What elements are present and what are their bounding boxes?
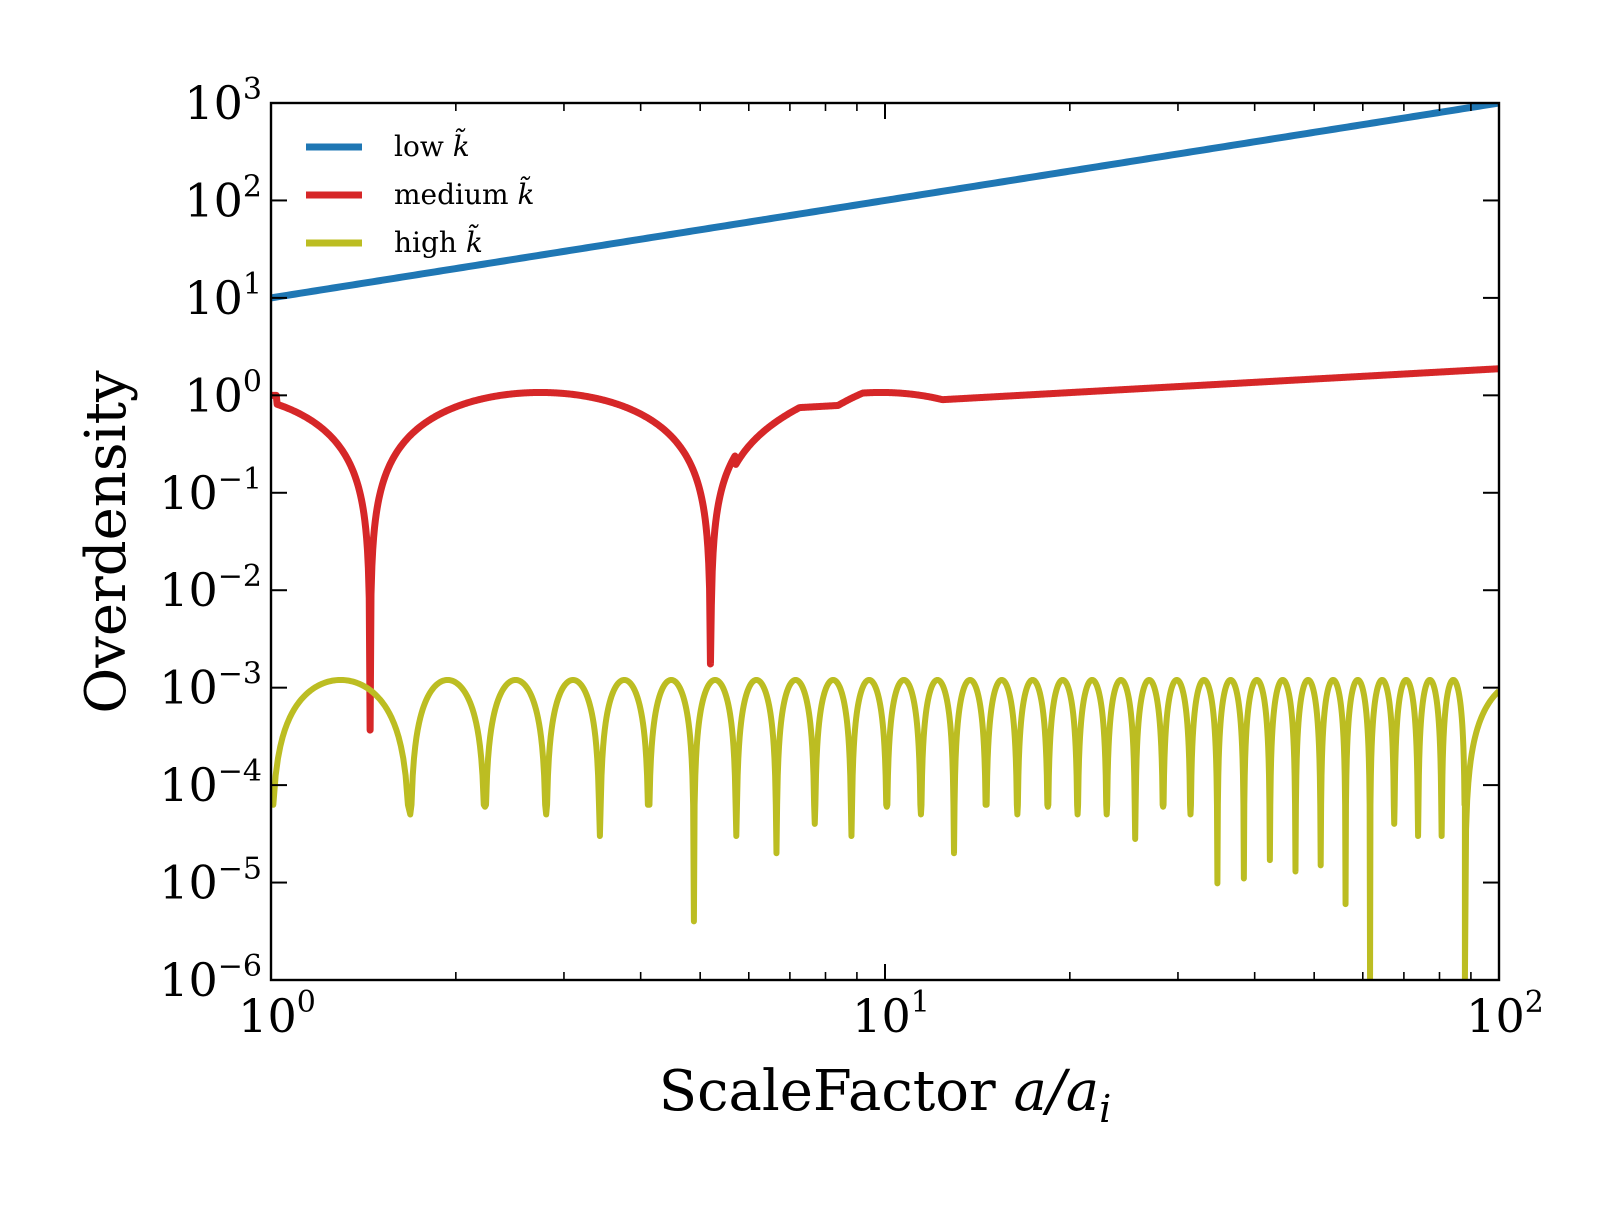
y-axis-label: Overdensity [74,370,139,714]
series-line-low-k [271,103,1499,302]
x-tick-labels: 100 101 102 [238,985,1544,1043]
y-tick-label: 103 [184,72,262,130]
series-line-medium-k [271,365,1499,734]
y-tick-label: 100 [184,364,262,422]
series-line-high-k [271,676,1499,980]
axis-ticks [270,102,1500,981]
y-tick-label: 102 [184,169,262,227]
legend-label: low k̃ [394,128,470,163]
y-tick-label: 10−4 [159,754,262,812]
plot-lines [271,103,1499,980]
y-tick-label: 10−6 [159,949,262,1007]
y-tick-label: 101 [184,267,262,325]
legend-label: medium k̃ [394,176,534,211]
x-axis-label: ScaleFactor a/ai [659,1059,1112,1131]
x-tick-label: 100 [238,985,316,1043]
y-tick-label: 10−1 [159,462,262,520]
y-tick-label: 10−3 [159,657,262,715]
y-tick-label: 10−5 [159,852,262,910]
x-tick-label: 102 [1466,985,1544,1043]
legend-label: high k̃ [394,224,483,259]
y-tick-labels: 103 102 101 100 10−1 10−2 10−3 10−4 10−5 10−6 [159,72,262,1007]
legend: low k̃ medium k̃ high k̃ [306,128,534,259]
y-tick-label: 10−2 [159,559,262,617]
x-tick-label: 101 [852,985,930,1043]
